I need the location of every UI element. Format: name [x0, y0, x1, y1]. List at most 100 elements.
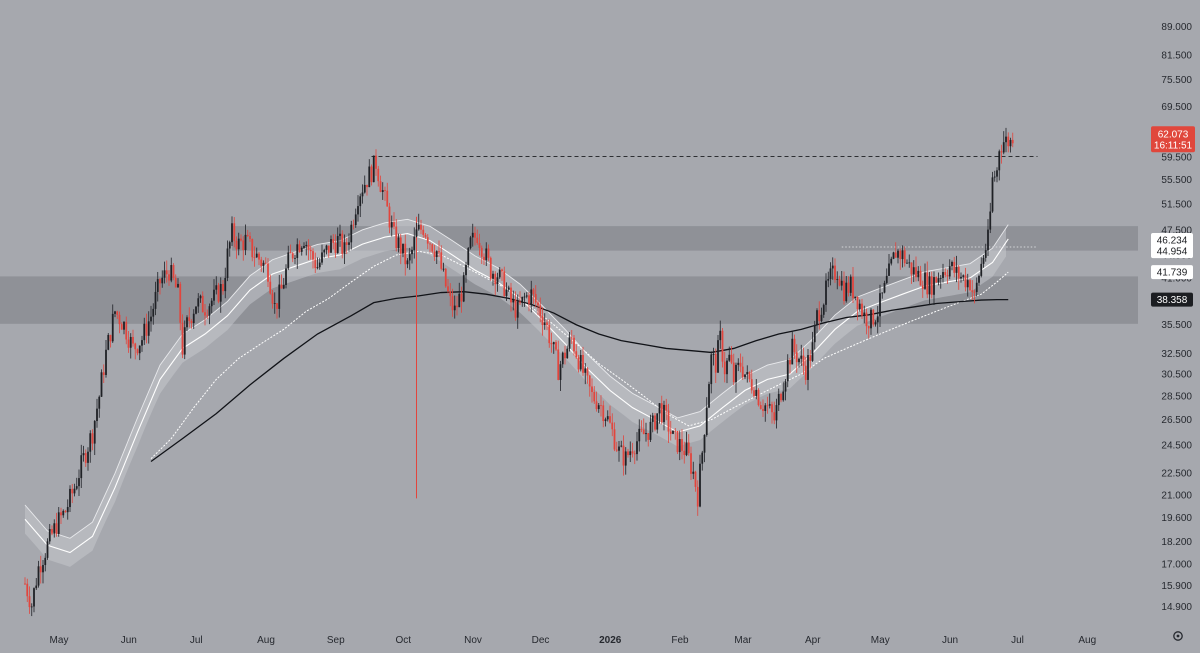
- candle: [582, 346, 584, 376]
- candle: [863, 305, 866, 324]
- candle: [80, 444, 83, 489]
- candle: [804, 357, 807, 385]
- candle: [834, 258, 836, 283]
- candle: [681, 429, 683, 460]
- candle: [964, 267, 967, 292]
- candle: [26, 578, 29, 603]
- candle: [420, 219, 422, 235]
- candle: [1009, 137, 1012, 153]
- candle: [795, 344, 798, 373]
- x-tick-label: Mar: [734, 635, 752, 646]
- candle: [642, 418, 645, 435]
- candle: [249, 232, 251, 242]
- candle: [53, 519, 56, 538]
- candle: [620, 440, 623, 448]
- candle: [492, 270, 494, 286]
- candle: [172, 263, 175, 281]
- candle: [750, 369, 753, 394]
- candle: [125, 316, 128, 345]
- candle: [120, 322, 123, 330]
- candle: [744, 374, 746, 380]
- candle: [953, 256, 956, 278]
- candle: [375, 149, 377, 176]
- candle: [57, 507, 60, 537]
- candle: [82, 445, 85, 462]
- candle: [24, 577, 26, 586]
- candle: [37, 560, 40, 588]
- price-axis[interactable]: 89.00081.50075.50069.50063.50059.50055.5…: [1161, 22, 1192, 613]
- candle: [543, 313, 546, 330]
- candle: [435, 250, 438, 265]
- candle: [665, 398, 668, 421]
- candle: [948, 259, 951, 280]
- candle: [91, 429, 94, 451]
- ma-value-label: 38.358: [1157, 295, 1188, 306]
- candle: [924, 263, 926, 290]
- candle: [154, 281, 157, 316]
- candle: [516, 294, 519, 329]
- settings-gear-icon[interactable]: [1173, 631, 1183, 641]
- candle: [649, 414, 652, 443]
- annotation-lines: [371, 156, 1038, 499]
- candle: [177, 278, 179, 288]
- candle: [519, 291, 521, 306]
- candle: [35, 578, 38, 590]
- candle: [462, 272, 465, 303]
- candle: [438, 240, 440, 257]
- candle: [784, 378, 787, 401]
- candle: [363, 175, 366, 194]
- candle: [622, 435, 625, 476]
- candle: [442, 262, 445, 272]
- candle: [548, 319, 551, 348]
- candle: [478, 233, 481, 256]
- candle: [431, 243, 434, 254]
- candle: [872, 309, 875, 327]
- candle: [874, 320, 877, 327]
- candle: [658, 402, 661, 424]
- candle: [579, 349, 582, 372]
- candle: [861, 298, 863, 320]
- candle: [402, 243, 404, 258]
- candle: [586, 367, 589, 384]
- candle: [269, 274, 272, 295]
- candle: [618, 440, 620, 462]
- candle: [118, 311, 121, 334]
- candle: [870, 307, 872, 335]
- candle: [253, 246, 256, 267]
- candle: [660, 395, 663, 425]
- candle: [413, 227, 416, 259]
- candle: [447, 279, 449, 294]
- candle: [100, 369, 103, 398]
- candle: [341, 230, 344, 259]
- candle: [975, 277, 978, 297]
- candle: [773, 401, 776, 425]
- candle: [224, 267, 227, 299]
- candle: [242, 236, 245, 261]
- candle: [969, 278, 971, 292]
- candle: [609, 405, 611, 424]
- time-axis[interactable]: May Jun Jul Aug Sep Oct Nov Dec 2026 Feb Mar Apr May…: [50, 635, 1097, 646]
- candle: [780, 392, 782, 403]
- candle: [534, 285, 537, 308]
- candle: [278, 275, 281, 318]
- candle: [811, 331, 814, 362]
- candle: [523, 292, 526, 307]
- candle: [406, 258, 409, 269]
- candle: [613, 422, 616, 452]
- y-tick-label: 59.500: [1161, 153, 1192, 164]
- candle: [818, 301, 821, 330]
- candle: [498, 267, 501, 279]
- candle: [987, 219, 989, 257]
- candle: [210, 298, 213, 314]
- candle: [314, 252, 317, 274]
- candle: [368, 159, 371, 188]
- candle: [424, 232, 427, 239]
- candle: [44, 553, 47, 572]
- candle: [530, 280, 533, 313]
- candle: [575, 344, 578, 359]
- candle: [60, 507, 62, 525]
- candle: [919, 265, 922, 286]
